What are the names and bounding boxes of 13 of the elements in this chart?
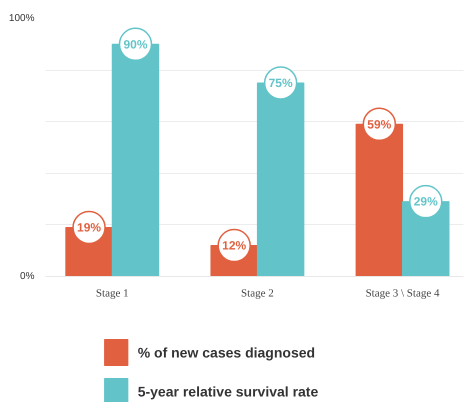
x-tick-label: Stage 1 (96, 288, 129, 300)
data-label: 19% (77, 220, 102, 234)
legend-label: % of new cases diagnosed (138, 344, 316, 360)
x-tick-label: Stage 2 (241, 288, 274, 300)
legend-label: 5-year relative survival rate (138, 384, 318, 400)
y-tick-label: 0% (20, 271, 35, 282)
data-label: 75% (268, 76, 293, 90)
data-label: 29% (414, 194, 438, 209)
x-tick-label: Stage 3 \ Stage 4 (366, 288, 440, 300)
data-label: 90% (123, 37, 148, 52)
y-tick-label: 100% (8, 13, 35, 24)
data-label: 12% (222, 238, 247, 253)
data-label: 59% (367, 117, 392, 132)
